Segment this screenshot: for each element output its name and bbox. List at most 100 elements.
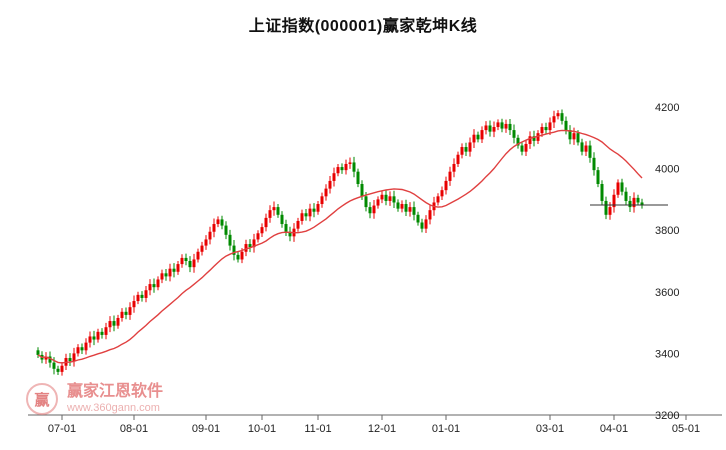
candle-body (104, 327, 108, 335)
candle-body (608, 207, 612, 215)
candle-body (332, 173, 336, 181)
candle-body (100, 331, 104, 335)
y-axis-label: 3400 (655, 348, 679, 360)
candle-body (424, 219, 428, 229)
candle-body (592, 157, 596, 171)
candle-body (400, 204, 404, 209)
candle-body (428, 210, 432, 220)
candle-body (256, 233, 260, 240)
candle-body (516, 137, 520, 146)
candle-body (240, 251, 244, 260)
candle-body (408, 207, 412, 212)
candle-body (452, 163, 456, 172)
candle-body (144, 290, 148, 298)
candle-body (484, 125, 488, 131)
candle-body (636, 197, 640, 203)
candle-body (564, 120, 568, 131)
candle-body (468, 142, 472, 152)
candle-body (36, 350, 40, 355)
x-axis-label: 05-01 (672, 423, 700, 435)
candle-body (552, 116, 556, 123)
candle-body (572, 133, 576, 140)
candle-body (300, 213, 304, 221)
candle-body (308, 208, 312, 217)
candle-body (260, 227, 264, 234)
candle-body (160, 273, 164, 280)
candle-body (376, 199, 380, 206)
candle-body (288, 231, 292, 237)
candle-body (224, 225, 228, 235)
candle-body (120, 311, 124, 318)
candle-body (544, 127, 548, 131)
x-axis-label: 12-01 (368, 423, 396, 435)
candle-body (476, 134, 480, 140)
candle-body (296, 220, 300, 229)
candle-body (200, 245, 204, 252)
candle-body (344, 163, 348, 171)
candle-body (268, 210, 272, 218)
candle-body (48, 356, 52, 363)
candle-body (176, 264, 180, 272)
candle-body (184, 257, 188, 261)
candle-body (188, 261, 192, 268)
candle-body (148, 284, 152, 291)
candle-body (56, 368, 60, 372)
candle-body (508, 123, 512, 131)
candle-body (604, 200, 608, 215)
candle-body (76, 347, 80, 354)
candle-body (196, 251, 200, 260)
candle-body (340, 167, 344, 171)
candle-body (124, 311, 128, 315)
candle-body (252, 239, 256, 248)
candle-body (220, 219, 224, 226)
candle-body (236, 254, 240, 260)
candle-body (248, 244, 252, 248)
candle-body (172, 268, 176, 272)
y-axis-label: 3600 (655, 287, 679, 299)
y-axis-label: 4000 (655, 164, 679, 176)
candle-body (328, 180, 332, 189)
candle-body (440, 190, 444, 197)
candle-body (92, 336, 96, 340)
candle-body (108, 321, 112, 328)
candle-body (84, 342, 88, 351)
candle-body (168, 268, 172, 277)
candle-body (584, 145, 588, 152)
candle-body (68, 358, 72, 362)
candle-body (320, 196, 324, 205)
candle-body (276, 207, 280, 215)
candle-body (588, 145, 592, 158)
candle-body (436, 196, 440, 203)
candle-body (548, 122, 552, 131)
candle-body (388, 196, 392, 201)
candle-body (208, 231, 212, 240)
x-axis-label: 10-01 (248, 423, 276, 435)
candle-body (264, 217, 268, 228)
y-axis-label: 3800 (655, 225, 679, 237)
candle-body (128, 307, 132, 315)
candle-body (212, 224, 216, 232)
candle-body (560, 113, 564, 121)
candle-body (392, 196, 396, 203)
candle-body (480, 130, 484, 140)
ma-line (37, 129, 643, 364)
candle-body (384, 194, 388, 201)
candle-body (624, 191, 628, 201)
x-axis-label: 03-01 (536, 423, 564, 435)
candle-body (352, 162, 356, 172)
candle-body (448, 171, 452, 181)
candle-body (132, 301, 136, 308)
y-axis-label: 3200 (655, 410, 679, 422)
candle-body (348, 162, 352, 164)
candle-body (412, 207, 416, 215)
candle-body (576, 133, 580, 143)
candle-body (372, 205, 376, 214)
candle-body (600, 184, 604, 201)
candle-body (356, 171, 360, 184)
candle-body (136, 294, 140, 302)
candle-body (460, 147, 464, 155)
candle-body (628, 200, 632, 208)
x-axis-label: 01-01 (432, 423, 460, 435)
candle-body (612, 194, 616, 208)
